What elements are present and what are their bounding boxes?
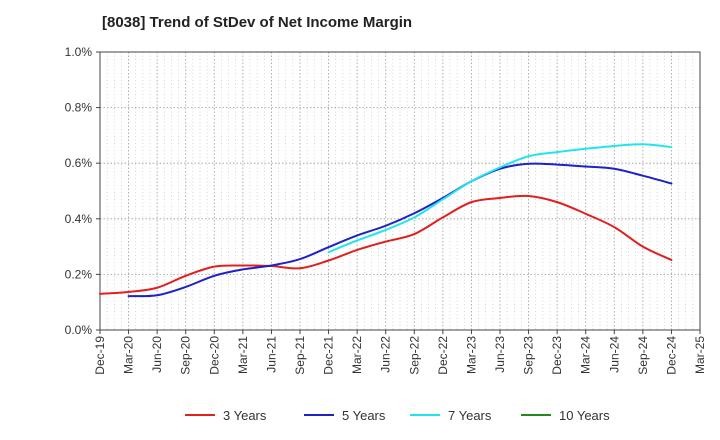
x-tick-label: Sep-21 [293, 336, 307, 375]
plot-frame [99, 51, 701, 331]
x-tick-label: Jun-24 [607, 336, 621, 373]
x-tick-label: Dec-21 [322, 336, 336, 375]
x-tick-label: Dec-23 [550, 336, 564, 375]
legend-label: 10 Years [559, 408, 610, 423]
x-tick-label: Sep-20 [179, 336, 193, 375]
x-tick-label: Mar-23 [464, 336, 478, 374]
x-tick-label: Dec-22 [436, 336, 450, 375]
x-tick-label: Jun-21 [264, 336, 278, 373]
y-axis-ticks: 0.0% 0.2% 0.4% 0.6% 0.8% 1.0% [65, 45, 100, 337]
series-line-3-years [99, 194, 673, 295]
x-tick-label: Mar-22 [350, 336, 364, 374]
x-axis-ticks: Dec-19 Mar-20 Jun-20 Sep-20 Dec-20 Mar-21 Jun-… [93, 330, 707, 375]
y-tick-label: 0.0% [65, 323, 93, 337]
chart-title: [8038] Trend of StDev of Net Income Marg… [102, 14, 413, 31]
x-tick-label: Mar-20 [122, 336, 136, 374]
x-tick-label: Jun-22 [379, 336, 393, 373]
y-tick-label: 0.6% [65, 156, 93, 170]
legend: 3 Years 5 Years 7 Years 10 Years [185, 408, 610, 423]
x-tick-label: Dec-24 [664, 336, 678, 375]
y-tick-label: 1.0% [65, 45, 93, 59]
grid-layer [100, 52, 700, 330]
x-tick-label: Sep-23 [522, 336, 536, 375]
x-tick-label: Mar-21 [236, 336, 250, 374]
x-tick-label: Mar-25 [693, 336, 707, 374]
series-line-7-years [327, 143, 673, 254]
legend-label: 3 Years [223, 408, 267, 423]
y-tick-label: 0.8% [65, 101, 93, 115]
y-tick-label: 0.4% [65, 212, 93, 226]
y-tick-label: 0.2% [65, 267, 93, 281]
x-tick-label: Dec-19 [93, 336, 107, 375]
x-tick-label: Jun-20 [150, 336, 164, 373]
x-tick-label: Dec-20 [207, 336, 221, 375]
x-tick-label: Mar-24 [579, 336, 593, 374]
x-tick-label: Sep-22 [407, 336, 421, 375]
x-tick-label: Jun-23 [493, 336, 507, 373]
series-layer [99, 143, 673, 298]
legend-label: 7 Years [448, 408, 492, 423]
series-line-5-years [127, 162, 673, 298]
x-tick-label: Sep-24 [636, 336, 650, 375]
legend-label: 5 Years [342, 408, 386, 423]
